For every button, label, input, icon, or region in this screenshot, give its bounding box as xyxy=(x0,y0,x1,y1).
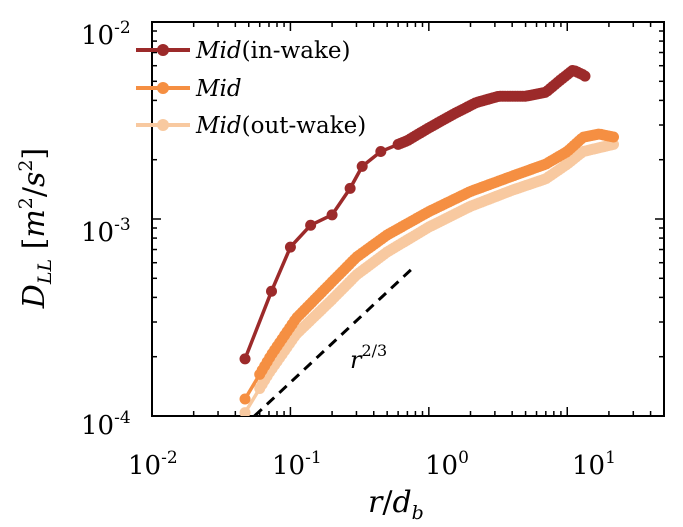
data-point xyxy=(344,182,356,194)
legend-label: Mid(out-wake) xyxy=(195,113,366,139)
data-point xyxy=(326,209,338,221)
legend-swatch-marker xyxy=(157,119,169,131)
data-point xyxy=(239,353,251,365)
y-tick-label: 10-3 xyxy=(81,215,131,248)
legend-label: Mid xyxy=(195,76,242,102)
legend-entry: Mid(out-wake) xyxy=(136,113,366,139)
reference-line xyxy=(253,264,417,416)
legend-swatch-marker xyxy=(157,44,169,56)
y-axis-label: DLL [m2/s2] xyxy=(15,148,56,309)
y-tick-label: 10-2 xyxy=(81,18,131,51)
x-tick-label: 10-1 xyxy=(272,448,322,481)
x-tick-label: 10-2 xyxy=(128,448,178,481)
legend-entry: Mid xyxy=(136,76,242,102)
data-series xyxy=(239,64,619,416)
legend-label: Mid(in-wake) xyxy=(195,38,350,64)
x-tick-label: 100 xyxy=(425,448,469,481)
legend: Mid(in-wake) Mid Mid(out-wake) xyxy=(136,38,366,139)
data-point xyxy=(356,160,368,172)
data-point xyxy=(375,146,387,158)
data-point xyxy=(266,285,277,297)
legend-entry: Mid(in-wake) xyxy=(136,38,350,64)
data-point xyxy=(579,70,591,82)
reference-line-label: r2/3 xyxy=(350,341,387,374)
x-axis-label: r/db xyxy=(368,485,424,524)
series-group xyxy=(239,138,619,416)
series-group xyxy=(239,128,619,405)
data-point xyxy=(239,407,251,416)
series-group xyxy=(239,64,591,365)
x-tick-label: 101 xyxy=(572,448,616,481)
data-point xyxy=(305,219,317,231)
data-point xyxy=(284,241,296,253)
legend-swatch-marker xyxy=(157,82,169,94)
data-point xyxy=(239,393,251,405)
x-tick-labels: 10-2 10-1 100 101 xyxy=(128,448,616,481)
data-point xyxy=(608,131,619,143)
y-tick-labels: 10-4 10-3 10-2 xyxy=(81,18,131,441)
y-tick-label: 10-4 xyxy=(81,408,131,441)
